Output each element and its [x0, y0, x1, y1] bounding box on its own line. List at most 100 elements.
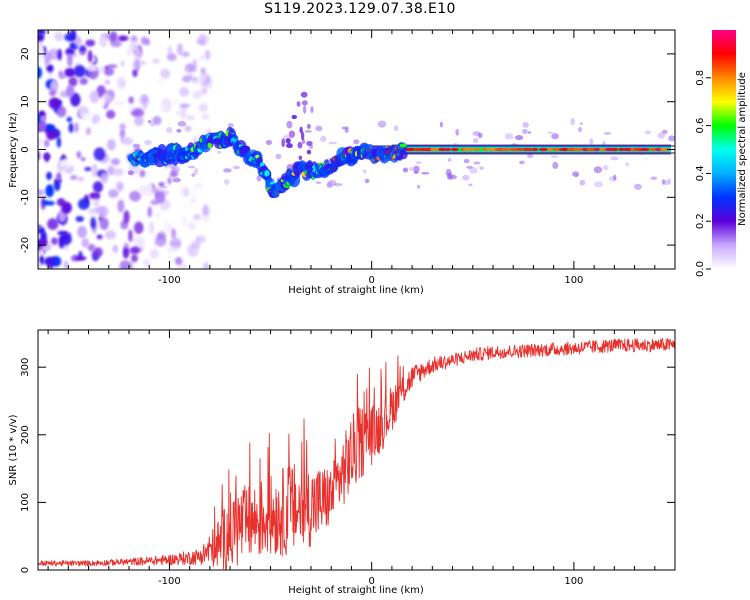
noise-blob — [49, 89, 57, 97]
noise-blob — [196, 74, 207, 84]
noise-blob — [149, 221, 155, 234]
noise-blob — [176, 43, 183, 56]
streak-blob — [299, 126, 303, 134]
streak-blob — [291, 114, 298, 120]
noise-blob — [99, 65, 105, 73]
carrier-peak — [473, 147, 480, 152]
spectrogram-ytick-label: -20 — [20, 237, 31, 253]
noise-blob — [94, 206, 107, 213]
faint-speckle — [570, 118, 575, 126]
faint-speckle — [172, 177, 181, 183]
noise-blob — [56, 136, 62, 148]
noise-blob — [169, 172, 175, 177]
noise-blob — [90, 216, 96, 229]
faint-speckle — [415, 161, 422, 165]
faint-speckle — [223, 168, 232, 173]
noise-blob — [70, 92, 81, 107]
noise-blob — [40, 115, 47, 122]
faint-speckle — [479, 166, 484, 170]
faint-speckle — [147, 120, 152, 124]
noise-blob — [180, 200, 188, 209]
noise-blob — [113, 100, 125, 106]
noise-blob — [63, 243, 69, 251]
noise-blob — [78, 45, 87, 54]
noise-blob — [56, 172, 62, 182]
noise-blob — [130, 110, 140, 116]
noise-blob — [151, 234, 158, 239]
spectrogram-xtick-label: 0 — [368, 275, 374, 286]
noise-blob — [167, 177, 172, 185]
faint-speckle — [275, 153, 282, 160]
noise-blob — [126, 49, 132, 56]
noise-blob — [108, 189, 119, 198]
noise-blob — [75, 256, 87, 261]
snr-frame — [37, 329, 676, 571]
colorbar — [712, 30, 736, 269]
faint-speckle — [364, 178, 370, 184]
noise-blob — [85, 39, 96, 47]
carrier-peak — [531, 147, 539, 152]
noise-blob — [147, 180, 152, 194]
faint-speckle — [575, 174, 579, 177]
noise-blob — [193, 214, 201, 221]
streak-blob — [298, 155, 303, 160]
carrier-peak — [547, 147, 553, 152]
noise-blob — [38, 189, 45, 196]
noise-blob — [86, 65, 98, 72]
faint-speckle — [353, 139, 360, 145]
faint-speckle — [593, 166, 603, 174]
carrier-peak — [430, 147, 440, 152]
noise-blob — [61, 201, 72, 214]
noise-blob — [46, 171, 52, 181]
noise-blob — [169, 237, 182, 250]
noise-blob — [87, 50, 93, 63]
faint-speckle — [644, 130, 652, 135]
faint-speckle — [223, 178, 230, 186]
noise-blob — [145, 38, 151, 46]
noise-blob — [104, 79, 110, 85]
noise-blob — [179, 103, 191, 108]
noise-blob — [139, 169, 146, 178]
snr-xlabel: Height of straight line (km) — [288, 585, 424, 596]
noise-blob — [181, 75, 192, 83]
noise-blob — [112, 168, 124, 176]
snr-ytick-label: 100 — [20, 493, 31, 512]
noise-blob — [201, 114, 210, 120]
noise-blob — [120, 35, 129, 41]
carrier-peak — [521, 147, 534, 152]
faint-speckle — [661, 179, 666, 185]
noise-blob — [112, 244, 119, 254]
noise-blob — [59, 59, 64, 73]
noise-blob — [81, 238, 90, 248]
faint-speckle — [256, 174, 262, 182]
noise-blob — [133, 221, 144, 234]
colorbar-tick-label: 0.4 — [695, 165, 706, 181]
noise-blob — [157, 77, 166, 85]
noise-blob — [67, 53, 73, 68]
noise-blob — [44, 54, 51, 66]
faint-speckle — [477, 132, 483, 139]
noise-blob — [180, 185, 185, 199]
noise-blob — [132, 68, 138, 78]
noise-blob — [129, 40, 139, 53]
noise-blob — [44, 152, 49, 163]
faint-speckle — [265, 139, 273, 146]
colorbar-axes: 0.0 0.2 0.4 0.6 0.8 — [695, 70, 711, 277]
noise-blob — [48, 48, 60, 60]
noise-blob — [77, 176, 84, 182]
signal-blobs — [127, 91, 675, 199]
noise-blob — [89, 90, 100, 104]
noise-blob — [157, 139, 169, 144]
noise-blob — [147, 206, 152, 218]
carrier-peak — [593, 147, 601, 152]
faint-speckle — [301, 139, 306, 145]
faint-speckle — [402, 167, 409, 173]
faint-speckle — [320, 135, 327, 142]
faint-speckle — [518, 160, 525, 165]
noise-blob — [64, 67, 76, 78]
streak-blob — [300, 131, 305, 141]
noise-blob — [57, 230, 68, 236]
faint-speckle — [602, 164, 609, 171]
